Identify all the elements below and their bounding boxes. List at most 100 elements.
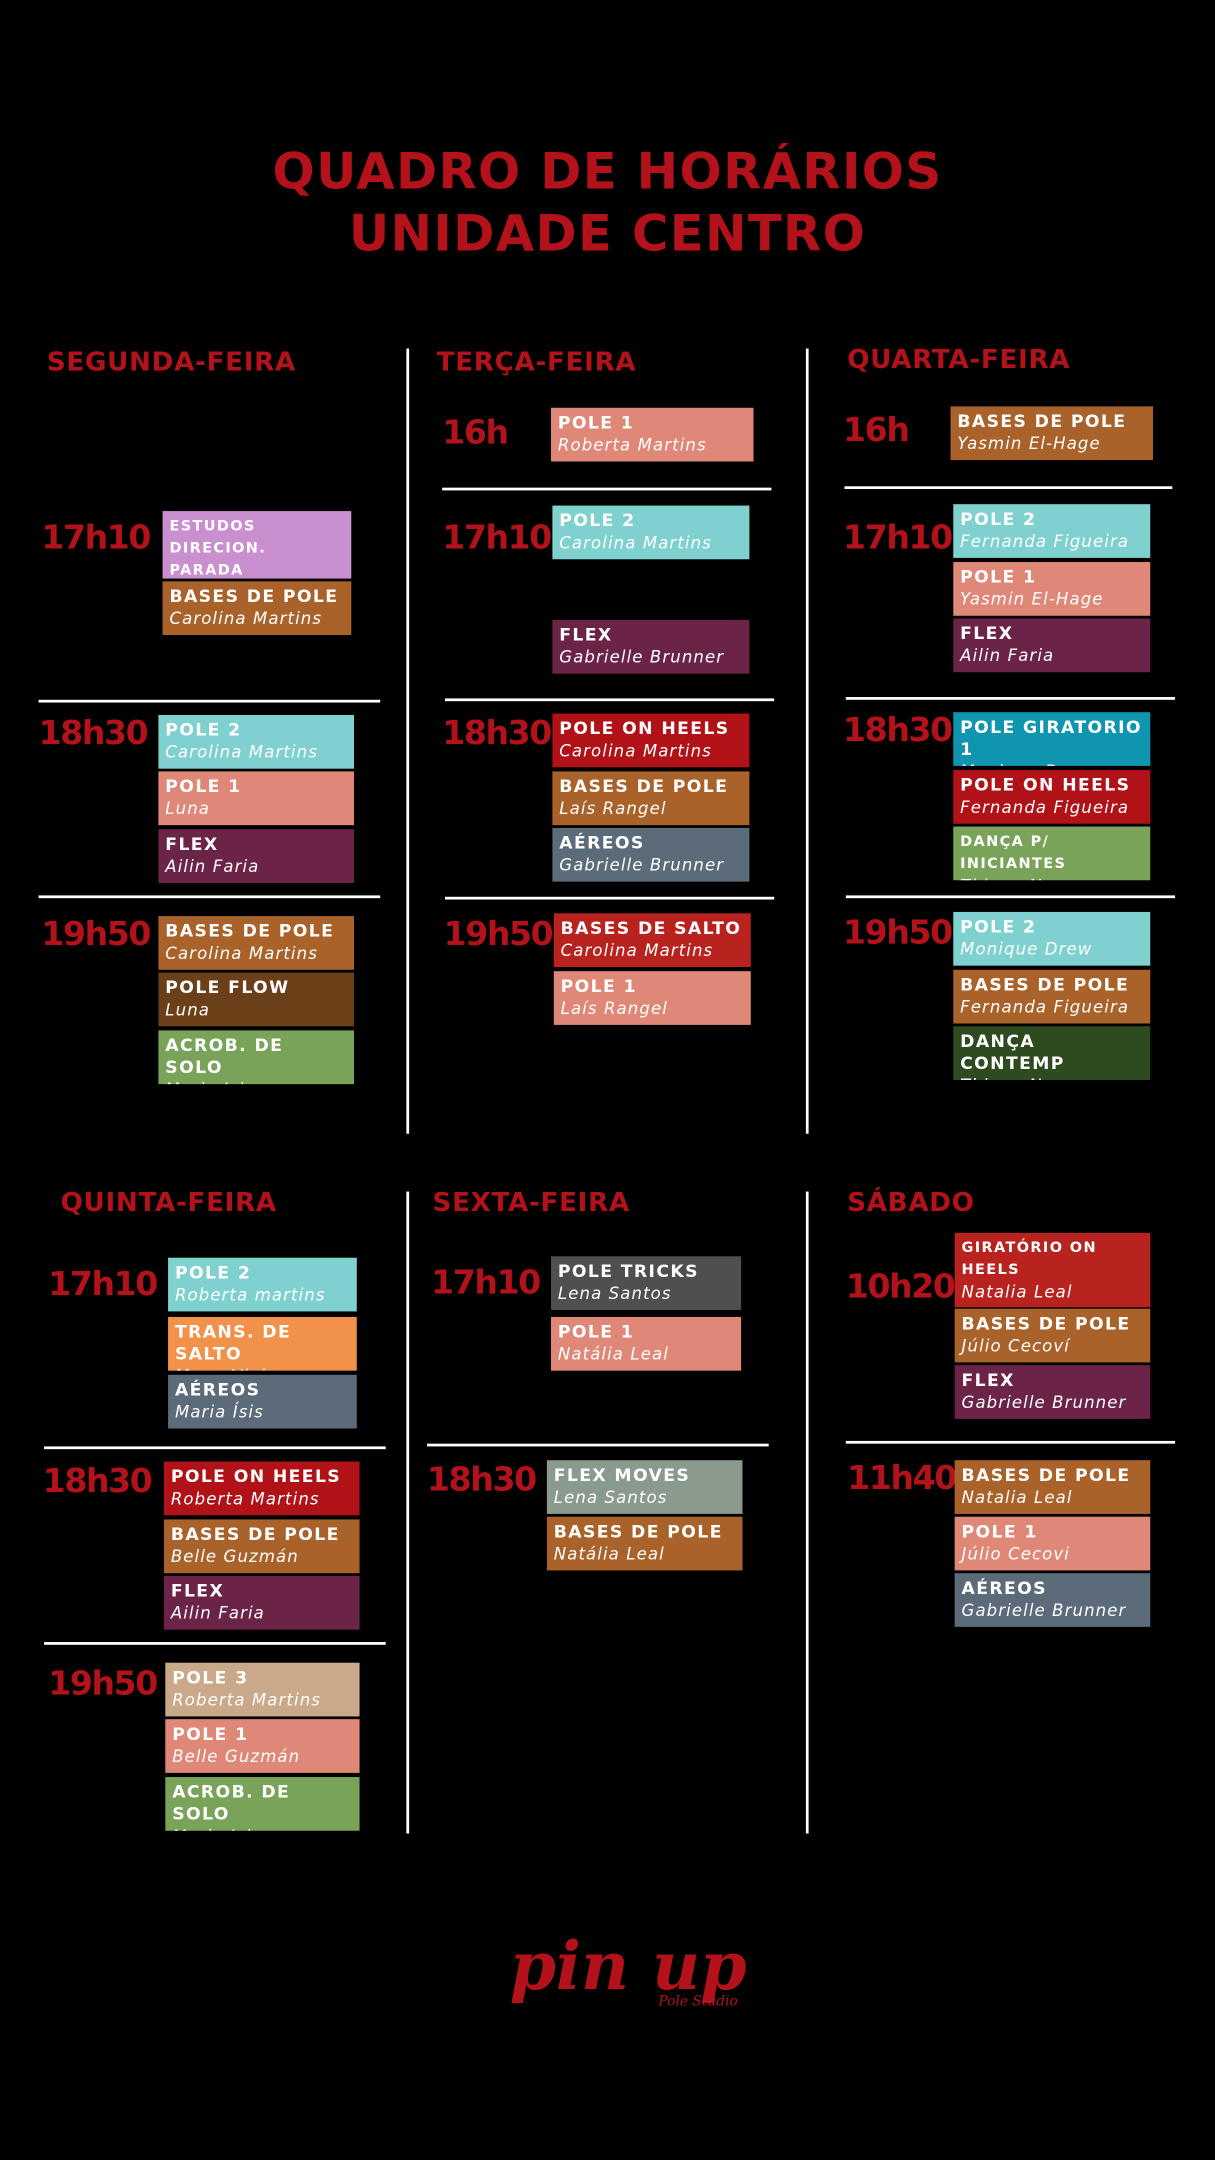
class-block: POLE ON HEELS Carolina Martins	[552, 713, 750, 768]
class-block: POLE 1 Natália Leal	[551, 1316, 742, 1371]
class-block: ESTUDOS DIRECION. PARADALuna	[162, 511, 352, 579]
title-line: QUADRO DE HORÁRIOS	[272, 144, 943, 202]
time-label: 17h10	[41, 517, 151, 557]
day-label: QUARTA-FEIRA	[847, 344, 1071, 375]
teacher: Ailin Faria	[170, 1603, 265, 1623]
class-block: POLE ON HEELS Roberta Martins	[163, 1461, 360, 1516]
time-label: 19h50	[48, 1664, 158, 1703]
class-block: BASES DE SALTO Carolina Martins	[553, 913, 751, 968]
class-name: DANÇA P/ INICIANTES	[960, 833, 1067, 872]
teacher: Carolina Martins	[169, 608, 323, 629]
teacher: Fernanda Figueira	[960, 797, 1130, 817]
class-block: DANÇA CONTEMPThiago Nunes	[953, 1026, 1151, 1080]
teacher: Roberta martins	[174, 1285, 326, 1305]
teacher: Ailin Faria	[165, 856, 260, 877]
day-label: SÁBADO	[847, 1187, 975, 1218]
class-name: POLE 1	[961, 1520, 1038, 1542]
class-name: TRANS. DE SALTO	[174, 1321, 292, 1364]
class-block: BASES DE POLE Carolina Martins	[162, 581, 352, 636]
teacher: Júlio Cecovi	[961, 1544, 1070, 1564]
teacher: Belle Guzmán	[172, 1746, 301, 1767]
class-name: FLEX	[559, 624, 613, 645]
divider	[805, 348, 809, 1134]
class-name: BASES DE POLE	[961, 1464, 1131, 1485]
time-label: 19h50	[843, 913, 953, 952]
teacher: Carolina Martins	[165, 943, 318, 963]
time-label: 18h30	[42, 1461, 153, 1501]
class-name: POLE 3	[172, 1666, 249, 1688]
time-label: 18h30	[38, 713, 149, 753]
class-name: POLE 1	[557, 411, 635, 433]
class-block: BASES DE POLE Carolina Martins	[158, 916, 355, 970]
class-block: BASES DE POLE Natália Leal	[546, 1516, 743, 1571]
teacher: Carolina Martins	[559, 533, 712, 553]
class-name: POLE 1	[560, 975, 637, 996]
class-name: FLEX MOVES	[553, 1464, 691, 1485]
rule	[444, 896, 775, 900]
class-name: POLE 1	[165, 775, 242, 797]
class-block: FLEX Ailin Faria	[158, 829, 355, 884]
teacher: Carolina Martins	[560, 940, 714, 961]
rule	[44, 1446, 386, 1450]
rule	[845, 697, 1176, 700]
class-block: DANÇA P/ INICIANTES Thiago Nunes	[953, 826, 1151, 881]
class-name: FLEX	[170, 1580, 225, 1601]
teacher: Roberta Martins	[172, 1690, 322, 1710]
time-label: 16h	[442, 413, 509, 452]
class-block: AÉREOS Maria Ísis	[168, 1374, 357, 1429]
class-block: BASES DE POLE Laís Rangel	[552, 771, 750, 826]
time-label: 17h10	[431, 1263, 541, 1302]
teacher: Carolina Martins	[165, 742, 318, 762]
time-label: 18h30	[442, 713, 552, 753]
class-name: POLE 2	[559, 509, 636, 531]
teacher: Gabrielle Brunner	[961, 1600, 1127, 1620]
rule	[845, 1440, 1176, 1444]
teacher: Natália Leal	[557, 1344, 669, 1364]
teacher: Yasmin El-Hage	[957, 433, 1101, 454]
class-name: POLE 2	[960, 916, 1037, 937]
rule	[442, 487, 772, 491]
teacher: Gabrielle Brunner	[559, 647, 725, 667]
class-name: FLEX	[960, 622, 1014, 644]
class-block: BASES DE POLE Fernanda Figueira	[953, 969, 1151, 1024]
time-label: 17h10	[48, 1264, 158, 1304]
class-block: POLE 1 Laís Rangel	[553, 971, 751, 1025]
class-block: BASES DE POLE Júlio Cecoví	[954, 1308, 1151, 1363]
class-block: FLEX Gabrielle Brunner	[552, 619, 750, 674]
teacher: Yasmin El-Hage	[960, 589, 1104, 609]
teacher: Roberta Martins	[557, 435, 707, 455]
teacher: Belle Guzmán	[170, 1546, 299, 1567]
class-name: POLE GIRATORIO 1	[960, 716, 1142, 760]
class-name: BASES DE SALTO	[560, 917, 742, 939]
teacher: Luna	[165, 798, 211, 819]
time-label: 19h50	[41, 914, 151, 954]
time-label: 10h20	[845, 1267, 956, 1306]
class-name: POLE ON HEELS	[170, 1465, 342, 1487]
teacher: Monique Drew	[960, 760, 1143, 766]
rule	[38, 699, 381, 703]
teacher: Gabrielle Brunner	[961, 1392, 1127, 1412]
class-name: GIRATÓRIO ON HEELS	[961, 1239, 1097, 1279]
class-name: BASES DE POLE	[957, 410, 1127, 432]
rule	[44, 1642, 386, 1645]
teacher: Thiago Nunes	[960, 875, 1143, 880]
title-line: UNIDADE CENTRO	[348, 206, 867, 264]
class-name: ESTUDOS DIRECION. PARADA	[169, 517, 267, 579]
day-label: SEXTA-FEIRA	[432, 1187, 630, 1218]
class-block: POLE 2 Fernanda Figueira	[953, 504, 1151, 558]
class-name: POLE 1	[960, 566, 1037, 587]
class-block: FLEX MOVES Lena Santos	[546, 1460, 743, 1514]
class-name: POLE FLOW	[165, 976, 290, 998]
teacher: Gabrielle Brunner	[559, 855, 725, 875]
teacher: Natalia Leal	[961, 1487, 1073, 1508]
teacher: Natalia Leal	[961, 1282, 1073, 1302]
time-label: 18h30	[843, 710, 953, 750]
class-name: POLE 2	[960, 508, 1037, 529]
teacher: Laís Rangel	[559, 798, 667, 819]
teacher: Fernanda Figueira	[960, 997, 1130, 1017]
class-block: ACROB. DE SOLOMaria Isis	[158, 1030, 355, 1085]
class-block: TRANS. DE SALTOManu Vieira	[168, 1316, 357, 1371]
class-block: FLEX Ailin Faria	[163, 1575, 360, 1630]
class-block: POLE FLOW Luna	[158, 972, 355, 1027]
